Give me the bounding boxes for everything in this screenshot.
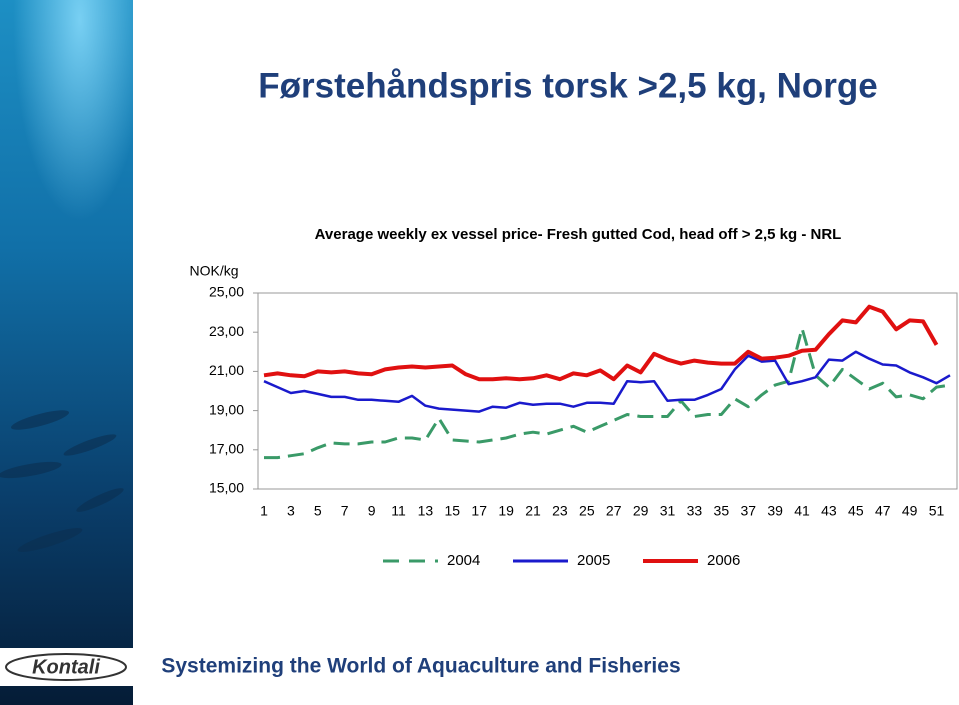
logo-ring [5,653,127,681]
x-tick-label: 5 [314,503,322,519]
x-tick-label: 43 [821,503,837,519]
logo: Kontali [32,656,100,678]
x-tick-label: 29 [633,503,649,519]
x-tick-label: 35 [714,503,730,519]
x-tick-label: 21 [525,503,541,519]
y-tick-label: 19,00 [209,401,244,417]
y-tick-label: 25,00 [209,284,244,300]
x-tick-label: 23 [552,503,568,519]
x-tick-label: 51 [929,503,945,519]
x-tick-label: 41 [794,503,810,519]
x-tick-label: 33 [687,503,703,519]
y-axis-label: NOK/kg [189,263,238,279]
y-tick-label: 21,00 [209,362,244,378]
series-line [264,326,951,460]
side-image-glow [0,0,133,400]
x-tick-label: 9 [368,503,376,519]
series-line [263,304,939,382]
x-tick-label: 39 [767,503,783,519]
plot-frame [257,292,958,490]
footer: Systemizing the World of Aquaculture and… [161,655,680,678]
x-tick-label: 13 [418,503,434,519]
x-tick-label: 45 [848,503,864,519]
y-tick-label: 15,00 [209,480,244,496]
series-line [263,350,951,413]
chart-title: Average weekly ex vessel price- Fresh gu… [315,226,842,243]
legend-label: 2006 [707,552,740,569]
x-tick-label: 7 [341,503,349,519]
slide-title: Førstehåndspris torsk >2,5 kg, Norge [258,66,878,105]
x-tick-label: 17 [471,503,487,519]
x-tick-label: 31 [660,503,676,519]
legend-label: 2005 [577,552,610,569]
x-tick-label: 37 [740,503,756,519]
x-tick-label: 49 [902,503,918,519]
x-tick-label: 25 [579,503,595,519]
legend-label: 2004 [447,552,480,569]
x-tick-label: 19 [498,503,514,519]
fish-silhouettes [0,410,124,552]
x-tick-label: 1 [260,503,268,519]
x-tick-label: 15 [445,503,461,519]
x-tick-label: 27 [606,503,622,519]
y-tick-label: 23,00 [209,323,244,339]
x-tick-label: 47 [875,503,891,519]
x-tick-label: 3 [287,503,295,519]
x-tick-label: 11 [391,503,406,519]
y-tick-label: 17,00 [209,441,244,457]
